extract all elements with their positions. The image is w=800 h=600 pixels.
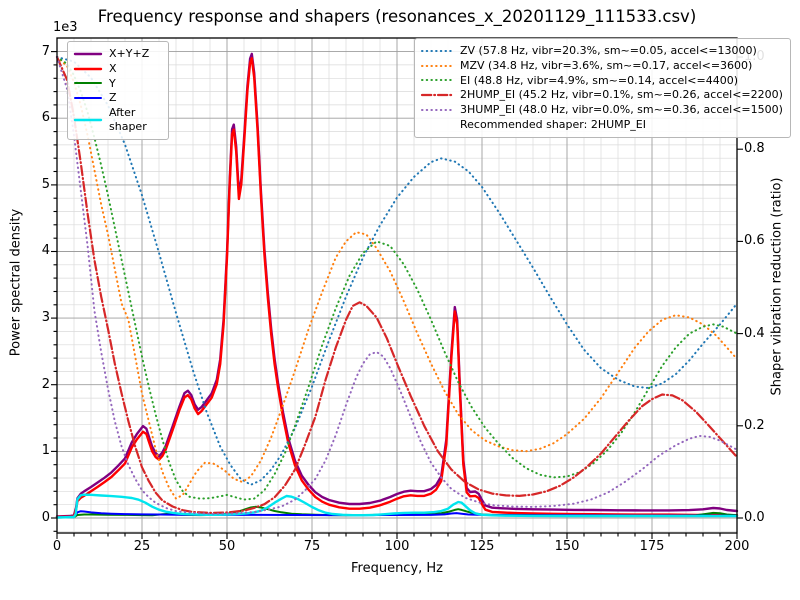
- legend-line-sample: [74, 97, 102, 100]
- y-left-tick-label: 4: [41, 243, 50, 259]
- legend-item-label: EI (48.8 Hz, vibr=4.9%, sm~=0.14, accel<…: [460, 73, 738, 87]
- legend-line-sample: [73, 118, 103, 121]
- legend-item-label: X+Y+Z: [109, 47, 150, 60]
- legend-item-X-Y-Z: X+Y+Z: [73, 47, 161, 61]
- legend-item-2HUMP-EI: 2HUMP_EI (45.2 Hz, vibr=0.1%, sm~=0.26, …: [420, 88, 783, 102]
- curve-MZV: [56, 56, 738, 500]
- legend-line-sample: [421, 108, 453, 111]
- legend-item-label: 2HUMP_EI (45.2 Hz, vibr=0.1%, sm~=0.26, …: [460, 88, 783, 102]
- curve-X: [55, 57, 739, 519]
- shaper-curves: [55, 55, 739, 515]
- x-tick-label: 25: [133, 539, 151, 554]
- psd-curves: [55, 52, 739, 519]
- legend-item-label: After shaper: [109, 106, 147, 133]
- legend-item-After-shaper: After shaper: [73, 106, 161, 134]
- recommended-shaper-text: Recommended shaper: 2HUMP_EI: [460, 117, 646, 131]
- legend-item-Y: Y: [73, 77, 161, 91]
- legend-item-label: ZV (57.8 Hz, vibr=20.3%, sm~=0.05, accel…: [460, 44, 757, 57]
- y-left-tick-label: 1: [41, 443, 50, 459]
- axis-ticks: [51, 51, 743, 539]
- legend-line-sample: [421, 64, 453, 67]
- y-right-tick-label: 0.4: [744, 325, 765, 341]
- x-tick-label: 200: [724, 539, 750, 554]
- legend-item-label: MZV (34.8 Hz, vibr=3.6%, sm~=0.17, accel…: [460, 58, 753, 72]
- legend-line-sample: [421, 49, 453, 52]
- y-left-tick-label: 7: [41, 43, 50, 59]
- legend-item-label: X: [109, 61, 117, 75]
- curve-3HUMP_EI: [56, 56, 738, 515]
- y-left-tick-label: 6: [41, 110, 50, 126]
- curve-After-shaper: [55, 493, 739, 519]
- legend-line-sample: [421, 79, 453, 82]
- y-right-tick-label: 0.2: [744, 417, 765, 433]
- y-right-tick-label: 0.8: [744, 141, 765, 157]
- curve-EI: [56, 56, 738, 501]
- legend-item-3HUMP-EI: 3HUMP_EI (48.0 Hz, vibr=0.0%, sm~=0.36, …: [420, 103, 783, 117]
- psd-legend: X+Y+Z X Y Z After shaper: [67, 41, 169, 140]
- x-tick-label: 100: [384, 539, 410, 554]
- grid: [56, 38, 738, 533]
- y-left-tick-label: 2: [41, 376, 50, 392]
- legend-item-ZV: ZV (57.8 Hz, vibr=20.3%, sm~=0.05, accel…: [420, 44, 783, 58]
- x-tick-label: 175: [639, 539, 665, 554]
- recommended-shaper-note: Recommended shaper: 2HUMP_EI: [420, 118, 783, 132]
- legend-item-Z: Z: [73, 91, 161, 105]
- y-right-tick-label: 0.6: [744, 233, 765, 249]
- y-left-tick-label: 0: [41, 510, 50, 525]
- legend-item-EI: EI (48.8 Hz, vibr=4.9%, sm~=0.14, accel<…: [420, 74, 783, 88]
- legend-line-sample: [73, 52, 103, 56]
- legend-item-label: Y: [109, 76, 116, 90]
- legend-item-label: 3HUMP_EI (48.0 Hz, vibr=0.0%, sm~=0.36, …: [460, 103, 783, 116]
- chart-title: Frequency response and shapers (resonanc…: [97, 7, 697, 26]
- x-tick-label: 75: [303, 539, 321, 554]
- legend-item-MZV: MZV (34.8 Hz, vibr=3.6%, sm~=0.17, accel…: [420, 59, 783, 73]
- x-tick-label: 125: [469, 539, 495, 554]
- legend-line-sample: [74, 82, 102, 85]
- legend-item-label: Z: [109, 91, 117, 105]
- legend-line-sample: [73, 67, 103, 70]
- x-axis-label: Frequency, Hz: [350, 561, 444, 576]
- curve-2HUMP_EI: [55, 55, 739, 514]
- x-tick-label: 50: [218, 539, 236, 554]
- y-axis-offset-label: 1e3: [53, 20, 78, 35]
- y-left-tick-label: 5: [41, 176, 50, 192]
- legend-line-sample: [420, 94, 454, 97]
- legend-item-X: X: [73, 62, 161, 76]
- y-axis-label-left: Power spectral density: [8, 208, 24, 357]
- y-left-tick-label: 3: [41, 310, 50, 326]
- shaper-legend: ZV (57.8 Hz, vibr=20.3%, sm~=0.05, accel…: [414, 38, 791, 138]
- x-tick-label: 0: [52, 539, 62, 554]
- y-axis-label-right: Shaper vibration reduction (ratio): [769, 177, 785, 396]
- y-right-tick-label: 0.0: [744, 510, 765, 525]
- legend-spacer: [420, 120, 454, 130]
- x-tick-label: 150: [554, 539, 580, 554]
